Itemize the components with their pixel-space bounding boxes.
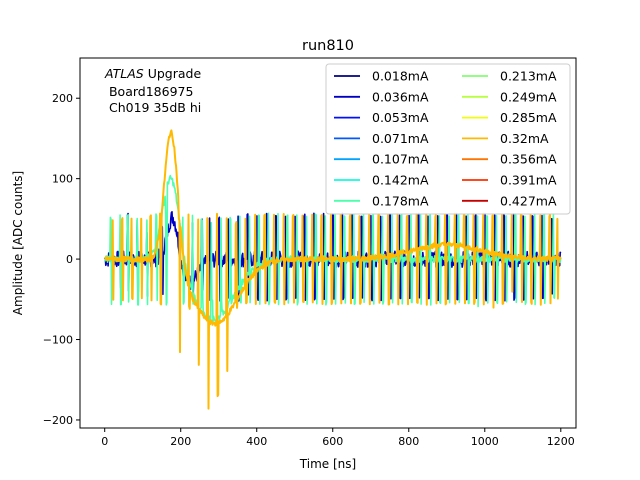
legend-label: 0.356mA [500, 152, 557, 167]
y-tick-label: −200 [43, 414, 73, 427]
x-axis-label: Time [ns] [299, 457, 356, 471]
annotation: ATLAS Upgrade Board186975 Ch019 35dB hi [104, 66, 201, 115]
x-tick-label: 800 [398, 435, 419, 448]
legend-label: 0.32mA [500, 131, 549, 146]
plot-frame [79, 57, 577, 429]
x-tick-label: 0 [101, 435, 108, 448]
legend: 0.018mA 0.036mA 0.053mA 0.071mA 0.107mA 0.142… [325, 63, 571, 215]
annotation-atlas: ATLAS [104, 66, 144, 81]
x-tick-label: 400 [246, 435, 267, 448]
annotation-upgrade: Upgrade [144, 66, 202, 81]
y-axis-label: Amplitude [ADC counts] [11, 171, 25, 315]
legend-label: 0.178mA [372, 193, 429, 208]
legend-label: 0.053mA [372, 110, 429, 125]
legend-label: 0.107mA [372, 152, 429, 167]
chart-title: run810 [302, 38, 354, 54]
legend-label: 0.018mA [372, 69, 429, 84]
annotation-line-3: Ch019 35dB hi [105, 100, 201, 115]
legend-label: 0.285mA [500, 110, 557, 125]
legend-label: 0.142mA [372, 173, 429, 188]
x-tick-label: 1200 [547, 435, 575, 448]
y-tick-label: 100 [52, 173, 73, 186]
legend-label: 0.391mA [500, 173, 557, 188]
legend-label: 0.036mA [372, 89, 429, 104]
x-tick-label: 600 [322, 435, 343, 448]
x-tick-label: 200 [170, 435, 191, 448]
x-axis: 0 200 400 600 800 1000 1200 [101, 428, 575, 448]
y-axis: −200 −100 0 100 200 [43, 92, 80, 427]
y-tick-label: −100 [43, 334, 73, 347]
annotation-line-1: ATLAS Upgrade [104, 66, 201, 81]
series-trace [104, 129, 562, 410]
y-tick-label: 0 [66, 253, 73, 266]
legend-label: 0.071mA [372, 131, 429, 146]
legend-label: 0.249mA [500, 89, 557, 104]
legend-label: 0.213mA [500, 69, 557, 84]
y-tick-label: 200 [52, 92, 73, 105]
legend-frame [325, 63, 571, 215]
x-tick-label: 1000 [471, 435, 499, 448]
legend-label: 0.427mA [500, 193, 557, 208]
annotation-line-2: Board186975 [105, 84, 193, 99]
